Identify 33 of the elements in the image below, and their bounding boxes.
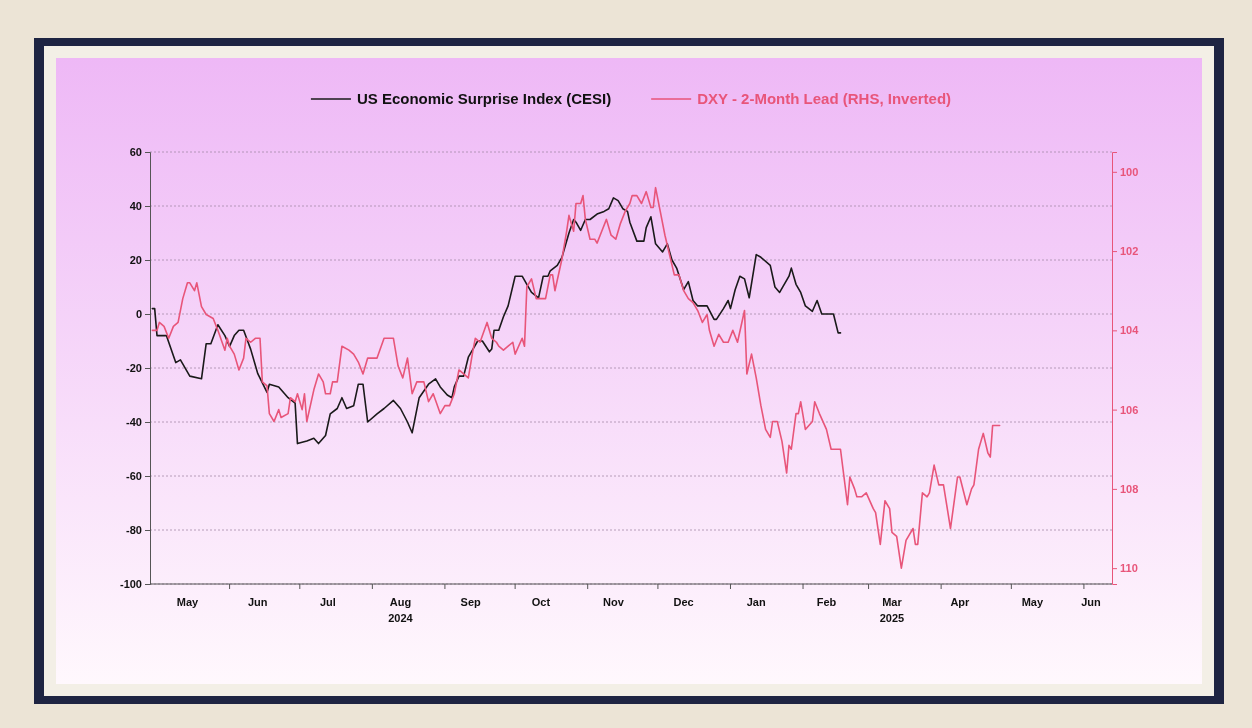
y2-tick-label: 102: [1120, 245, 1139, 258]
y-tick-label: -100: [119, 578, 142, 591]
legend-label: US Economic Surprise Index (CESI): [356, 90, 612, 107]
y2-tick-label: 104: [1120, 324, 1140, 337]
x-tick-label: Apr: [950, 596, 971, 608]
y-tick-label: -20: [126, 362, 142, 375]
x-tick-label: Feb: [816, 596, 837, 608]
x-tick-label: Dec: [673, 596, 694, 608]
line-series: [151, 186, 1001, 569]
y-tick-label: -80: [126, 524, 142, 537]
x-tick-label: Jun: [1081, 596, 1101, 608]
x-tick-label: Sep: [460, 596, 482, 608]
x-tick-label: Mar 2025: [879, 596, 905, 624]
x-tick-label: Jun: [247, 596, 268, 608]
y-tick-label: -40: [126, 416, 142, 429]
y-tick-label: 60: [129, 146, 142, 159]
y2-tick-label: 110: [1120, 562, 1138, 575]
y-tick-label: 0: [135, 308, 142, 321]
x-tick-label: Jul: [319, 596, 336, 608]
y-tick-label: 20: [129, 254, 142, 267]
y2-tick-label: 108: [1120, 482, 1139, 495]
x-tick-label: Nov: [603, 596, 625, 608]
line-series: [151, 197, 842, 445]
y-tick-label: 40: [129, 200, 142, 213]
x-tick-label: Aug 2024: [388, 596, 414, 624]
x-tick-label: May: [1021, 596, 1044, 608]
y-tick-label: -60: [126, 470, 142, 483]
y2-tick-label: 106: [1120, 403, 1139, 416]
x-tick-label: Jan: [746, 596, 766, 608]
legend-label: DXY - 2-Month Lead (RHS, Inverted): [697, 90, 952, 107]
y2-tick-label: 100: [1120, 165, 1139, 178]
x-tick-label: May: [176, 596, 200, 608]
x-tick-label: Oct: [531, 596, 551, 608]
